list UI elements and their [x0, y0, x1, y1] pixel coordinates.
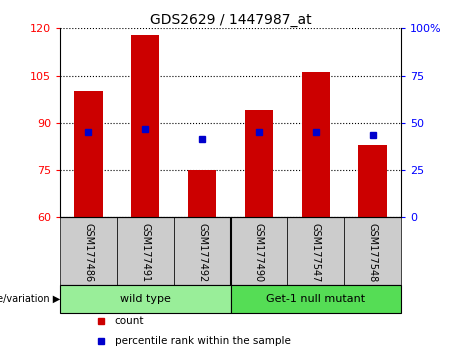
Bar: [301, 73, 330, 217]
Text: genotype/variation ▶: genotype/variation ▶: [0, 294, 60, 304]
Text: GSM177491: GSM177491: [140, 223, 150, 282]
Text: GSM177548: GSM177548: [367, 223, 378, 282]
Text: count: count: [114, 316, 144, 326]
Bar: [358, 145, 387, 217]
Bar: [188, 170, 216, 217]
Bar: [174, 217, 230, 285]
Bar: [245, 110, 273, 217]
Bar: [287, 217, 344, 285]
Text: GSM177492: GSM177492: [197, 223, 207, 282]
Bar: [117, 217, 174, 285]
Text: percentile rank within the sample: percentile rank within the sample: [114, 336, 290, 346]
Text: Get-1 null mutant: Get-1 null mutant: [266, 294, 366, 304]
Bar: [344, 217, 401, 285]
Bar: [74, 91, 102, 217]
Bar: [60, 285, 230, 313]
Text: GSM177547: GSM177547: [311, 223, 321, 282]
Text: GSM177490: GSM177490: [254, 223, 264, 282]
Text: GSM177486: GSM177486: [83, 223, 94, 282]
Bar: [230, 285, 401, 313]
Text: wild type: wild type: [120, 294, 171, 304]
Bar: [131, 35, 160, 217]
Title: GDS2629 / 1447987_at: GDS2629 / 1447987_at: [150, 13, 311, 27]
Bar: [230, 217, 287, 285]
Bar: [60, 217, 117, 285]
